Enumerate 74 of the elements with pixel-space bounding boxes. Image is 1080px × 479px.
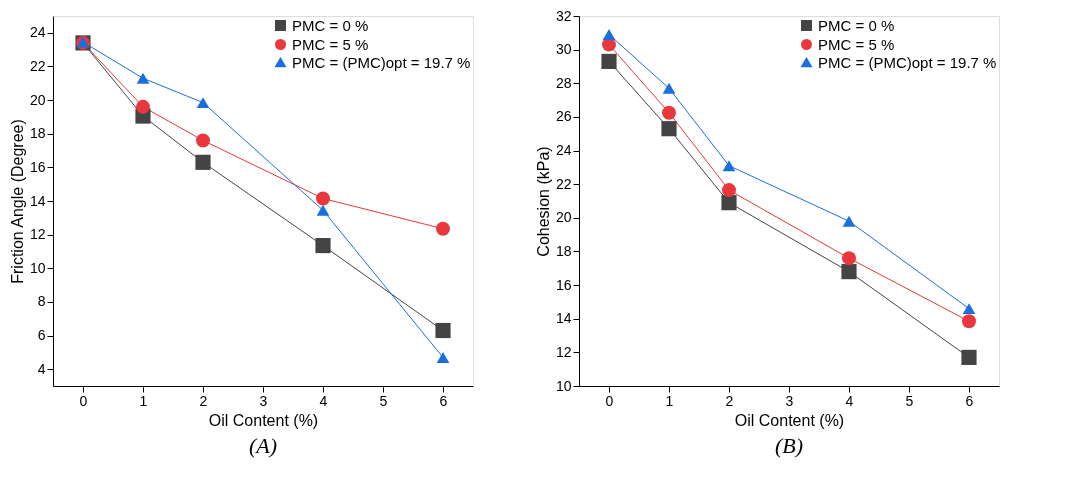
point xyxy=(196,133,210,148)
point xyxy=(842,251,856,266)
point xyxy=(316,204,330,216)
y-tick-label: 10 xyxy=(29,259,46,276)
point xyxy=(841,264,857,280)
point xyxy=(601,53,617,69)
y-tick-label: 8 xyxy=(37,293,46,310)
y-axis-title: Friction Angle (Degree) xyxy=(8,119,26,284)
y-tick-label: 18 xyxy=(555,242,572,259)
y-tick-label: 16 xyxy=(29,158,46,175)
legend-label: PMC = 0 % xyxy=(818,16,895,34)
point xyxy=(962,303,976,315)
y-tick-label: 32 xyxy=(555,7,572,24)
legend-label: PMC = (PMC)opt = 19.7 % xyxy=(292,53,471,71)
legend-label: PMC = 5 % xyxy=(818,35,895,53)
point xyxy=(435,322,451,339)
x-tick-label: 3 xyxy=(785,392,794,409)
x-tick-label: 2 xyxy=(199,392,208,409)
y-tick-label: 28 xyxy=(555,74,572,91)
x-tick-label: 5 xyxy=(379,392,388,409)
x-tick-label: 4 xyxy=(845,392,854,409)
x-tick-label: 1 xyxy=(139,392,148,409)
x-tick-label: 5 xyxy=(905,392,914,409)
y-tick-label: 12 xyxy=(29,226,46,243)
x-tick-label: 3 xyxy=(259,392,268,409)
y-tick-label: 20 xyxy=(29,91,46,108)
point xyxy=(315,237,331,254)
point xyxy=(436,221,450,236)
x-tick-label: 1 xyxy=(665,392,674,409)
y-tick-label: 12 xyxy=(555,343,572,360)
point xyxy=(662,105,676,120)
y-tick-label: 20 xyxy=(555,209,572,226)
y-tick-label: 24 xyxy=(555,142,572,159)
x-tick-label: 4 xyxy=(319,392,328,409)
x-tick-label: 0 xyxy=(79,392,88,409)
text: (A) xyxy=(248,433,278,458)
point xyxy=(722,160,736,172)
point xyxy=(136,72,150,84)
legend-label: PMC = 5 % xyxy=(292,35,369,53)
legend-label: PMC = (PMC)opt = 19.7 % xyxy=(818,53,997,71)
x-axis-title: Oil Content (%) xyxy=(208,411,319,429)
x-tick-label: 6 xyxy=(965,392,974,409)
point xyxy=(722,183,736,198)
point xyxy=(316,191,330,206)
point xyxy=(436,351,450,363)
y-tick-label: 24 xyxy=(29,24,46,41)
y-tick-label: 14 xyxy=(555,310,572,327)
y-tick-label: 14 xyxy=(29,192,46,209)
y-axis-title: Cohesion (kPa) xyxy=(534,146,552,257)
point xyxy=(602,29,616,40)
y-tick-label: 26 xyxy=(555,108,572,125)
y-tick-label: 16 xyxy=(555,276,572,293)
x-tick-label: 2 xyxy=(725,392,734,409)
point xyxy=(196,97,210,109)
y-tick-label: 18 xyxy=(29,125,46,142)
x-axis-title: Oil Content (%) xyxy=(734,411,845,429)
y-tick-label: 22 xyxy=(29,57,46,74)
text: (B) xyxy=(774,433,804,458)
legend-label: PMC = 0 % xyxy=(292,16,369,34)
x-tick-label: 6 xyxy=(439,392,448,409)
point xyxy=(962,314,976,329)
point xyxy=(136,99,150,114)
point xyxy=(661,121,677,137)
point xyxy=(842,215,856,227)
x-tick-label: 0 xyxy=(605,392,614,409)
y-tick-label: 30 xyxy=(555,41,572,58)
y-tick-label: 22 xyxy=(555,175,572,192)
point xyxy=(721,195,737,211)
y-tick-label: 6 xyxy=(37,327,46,344)
point xyxy=(961,349,977,365)
point xyxy=(662,82,676,94)
y-tick-label: 4 xyxy=(37,360,46,377)
y-tick-label: 10 xyxy=(555,377,572,394)
point xyxy=(195,154,211,170)
